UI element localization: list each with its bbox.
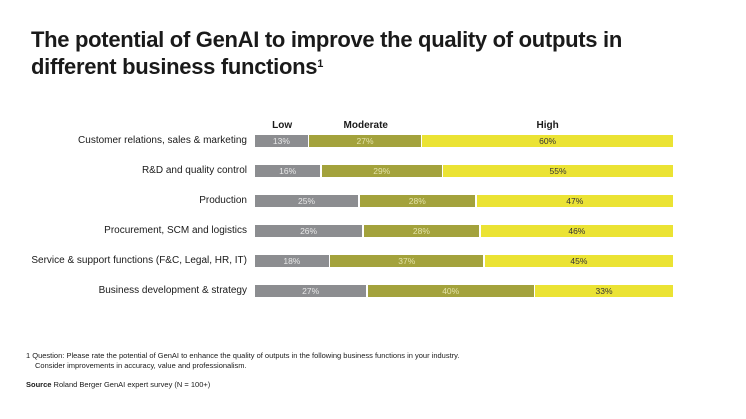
bar-segment-low: [255, 195, 358, 207]
source-label: Source: [26, 380, 52, 389]
data-label: 40%: [442, 286, 460, 296]
legend-moderate: Moderate: [343, 120, 388, 131]
category-label: Procurement, SCM and logistics: [104, 225, 247, 236]
category-label: Business development & strategy: [98, 285, 247, 296]
source-text: Roland Berger GenAI expert survey (N = 1…: [51, 380, 211, 389]
bar-segment-high: [484, 255, 673, 267]
data-label: 16%: [279, 166, 297, 176]
data-label: 46%: [568, 226, 586, 236]
bar-segment-low: [255, 135, 308, 147]
bar-segment-moderate: [321, 165, 442, 177]
chart-title: The potential of GenAI to improve the qu…: [31, 26, 671, 80]
data-label: 55%: [549, 166, 567, 176]
data-label: 18%: [283, 256, 301, 266]
title-footnote-marker: 1: [317, 58, 324, 70]
data-label: 33%: [595, 286, 613, 296]
category-label: Service & support functions (F&C, Legal,…: [31, 255, 247, 266]
data-label: 26%: [300, 226, 318, 236]
bar-segment-moderate: [359, 195, 476, 207]
data-label: 47%: [566, 196, 584, 206]
source-note: Source Roland Berger GenAI expert survey…: [26, 380, 210, 389]
data-label: 37%: [398, 256, 416, 266]
data-label: 27%: [302, 286, 320, 296]
data-label: 45%: [570, 256, 588, 266]
bar-segment-moderate: [367, 285, 534, 297]
chart-title-text: The potential of GenAI to improve the qu…: [31, 27, 622, 79]
legend-low: Low: [272, 120, 293, 131]
footnote-line-1: 1 Question: Please rate the potential of…: [26, 351, 460, 360]
bar-segment-low: [255, 285, 367, 297]
bar-segment-moderate: [309, 135, 421, 147]
bar-segment-moderate: [363, 225, 480, 237]
bar-segment-low: [255, 165, 321, 177]
category-label: Production: [199, 195, 247, 206]
bar-segment-high: [535, 285, 673, 297]
category-label: R&D and quality control: [141, 165, 247, 176]
data-label: 28%: [408, 196, 426, 206]
bar-segment-high: [443, 165, 673, 177]
data-label: 25%: [297, 196, 316, 206]
data-label: 29%: [373, 166, 391, 176]
bar-segment-low: [255, 255, 329, 267]
bar-segment-high: [476, 195, 673, 207]
bar-segment-low: [255, 225, 363, 237]
data-label: 28%: [412, 226, 430, 236]
bar-segment-high: [422, 135, 673, 147]
footnote-line-2: Consider improvements in accuracy, value…: [35, 361, 247, 370]
category-label: Customer relations, sales & marketing: [78, 135, 247, 146]
bar-segment-high: [480, 225, 673, 237]
data-label: 27%: [356, 136, 374, 146]
footnote: 1 Question: Please rate the potential of…: [26, 351, 459, 371]
data-label: 60%: [539, 136, 557, 146]
legend-high: High: [536, 120, 559, 131]
bar-segment-moderate: [330, 255, 484, 267]
data-label: 13%: [272, 136, 290, 146]
